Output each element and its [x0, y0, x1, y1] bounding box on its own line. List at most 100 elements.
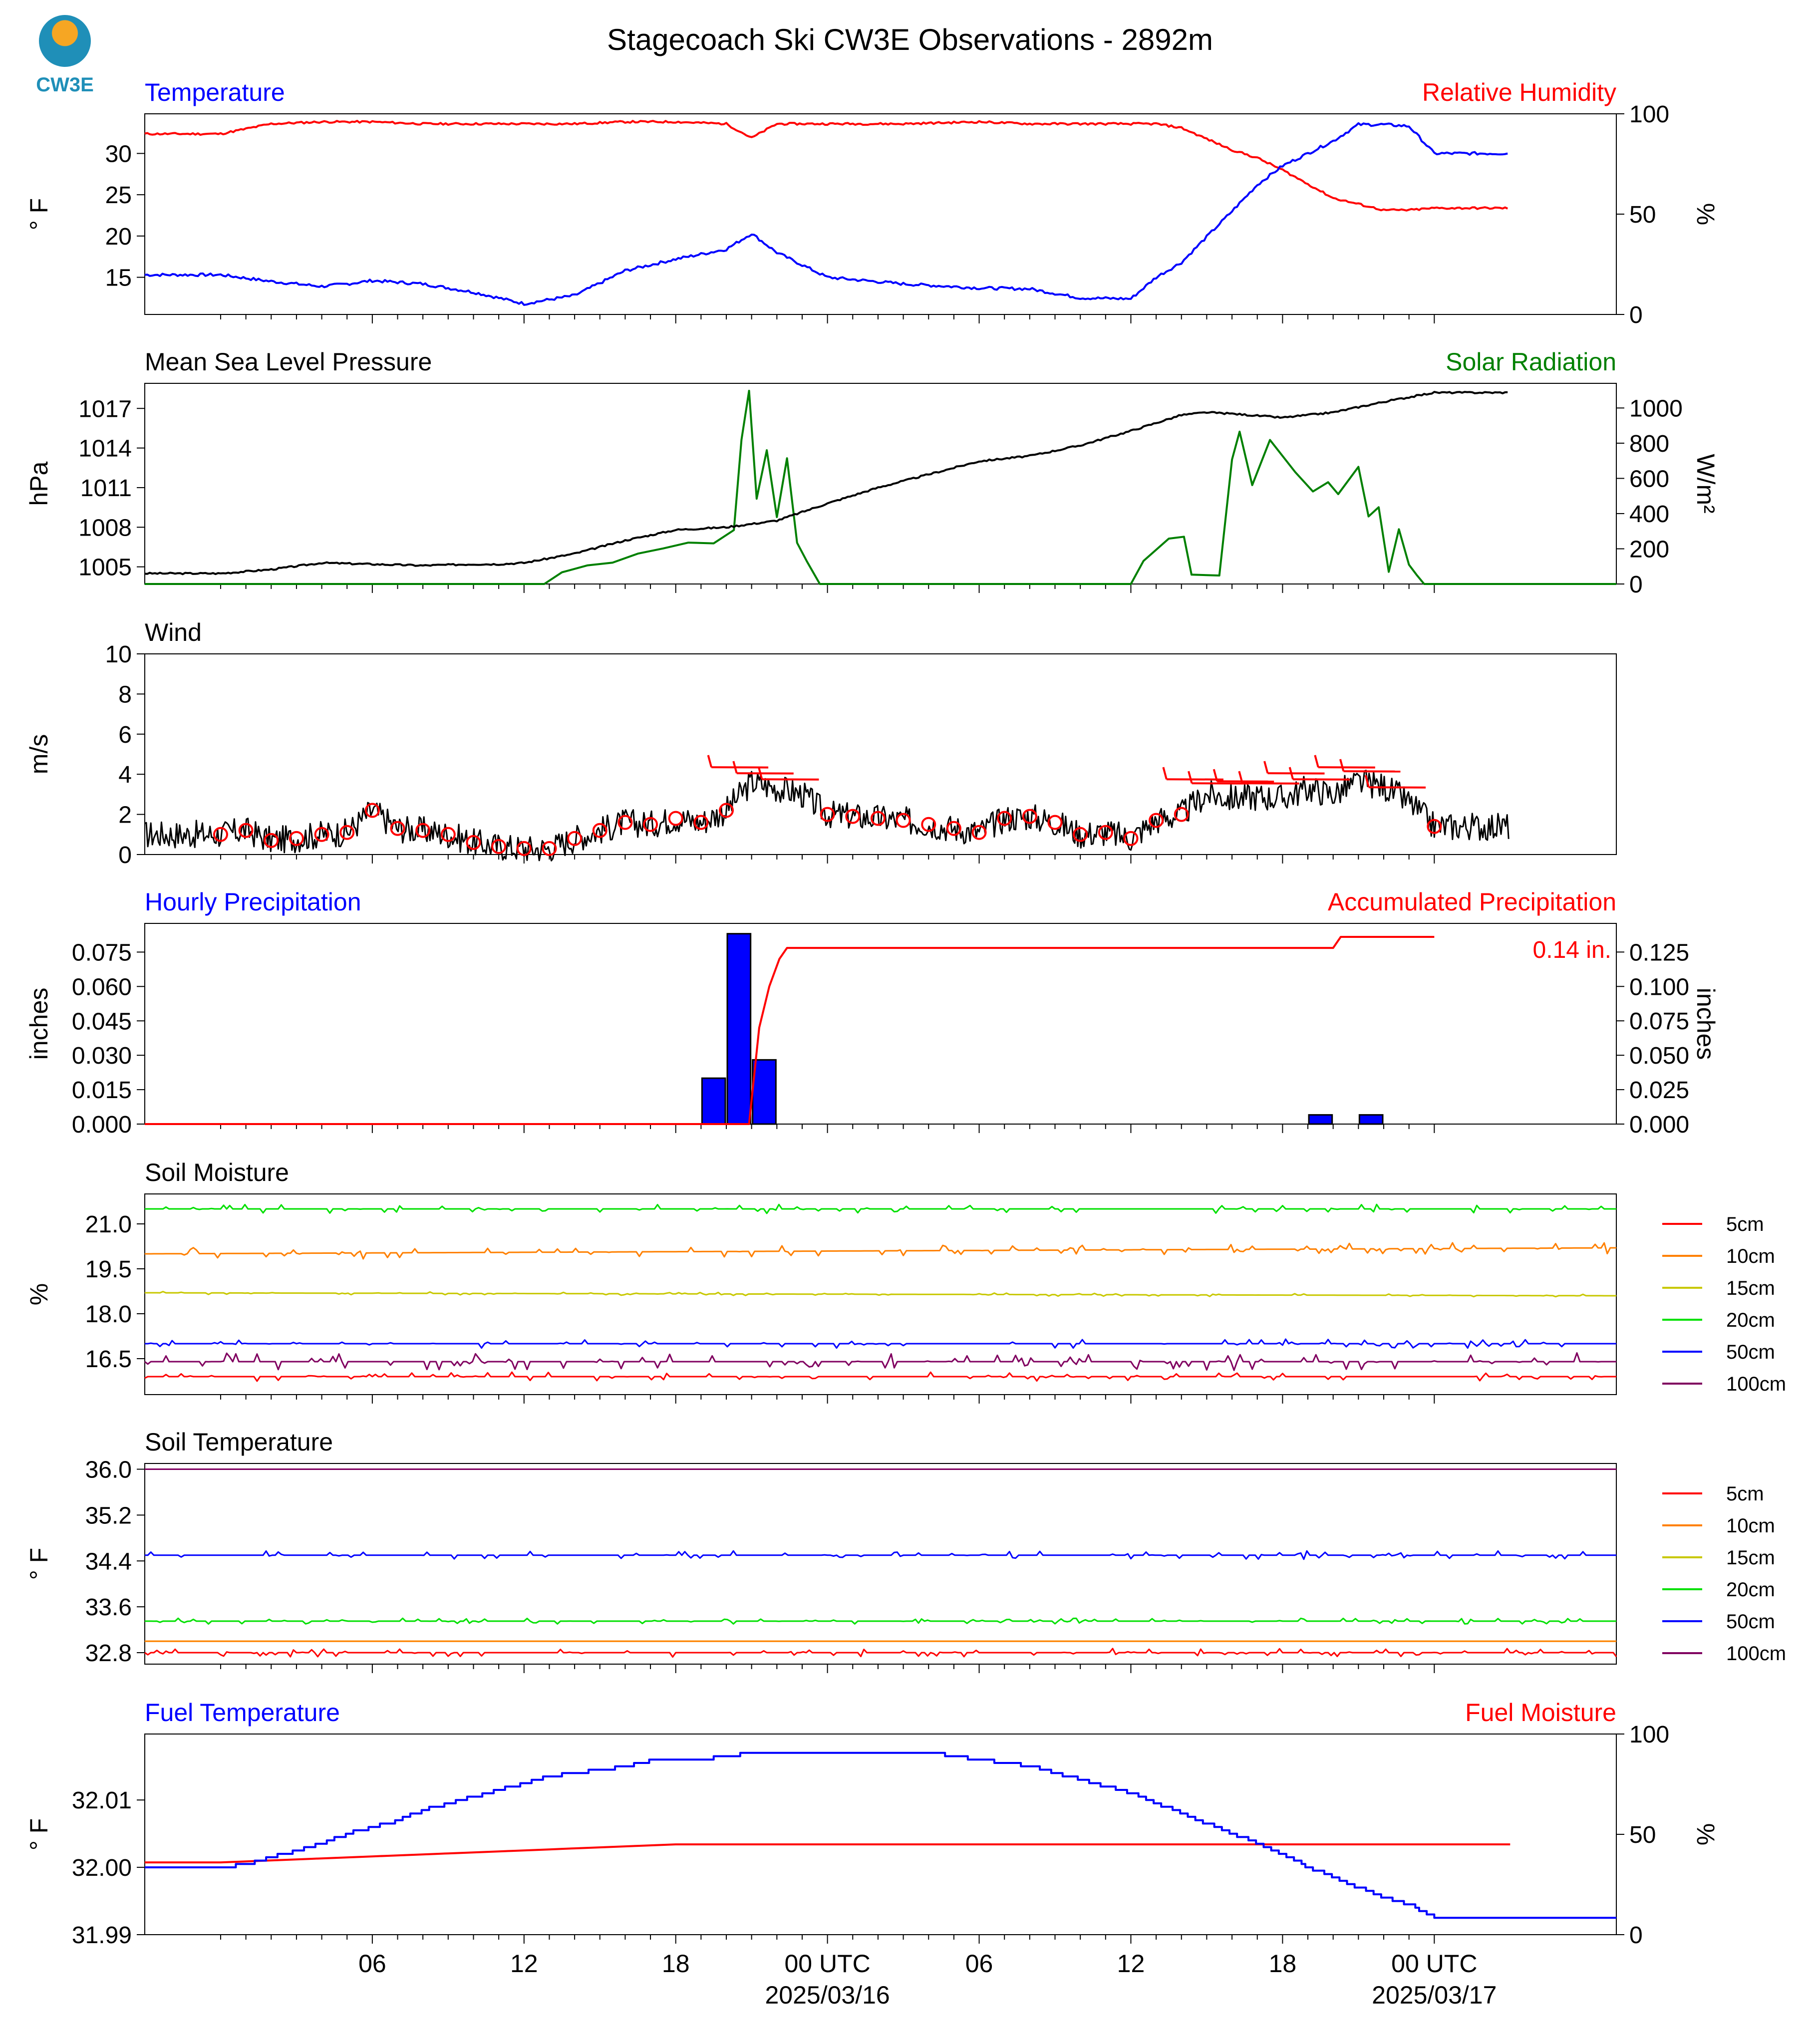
- wind-barb: [1263, 761, 1325, 775]
- panel-frame: [144, 113, 1617, 315]
- wind-barb-flag: [1364, 775, 1370, 788]
- wind-barb: [1427, 819, 1442, 834]
- legend-label: 100cm: [1726, 1373, 1786, 1395]
- wind-barb: [719, 803, 734, 818]
- wind-barb: [1047, 815, 1063, 830]
- x-tick-label: 12: [1117, 1950, 1145, 1978]
- wind-barb: [1162, 767, 1223, 781]
- y-axis-label: ° F: [25, 198, 53, 230]
- x-tick-label: 12: [510, 1950, 538, 1978]
- wind-barb-flag: [1314, 755, 1319, 768]
- chart-title: Stagecoach Ski CW3E Observations - 2892m: [607, 23, 1213, 56]
- wind-barb: [668, 811, 683, 826]
- panel-title-left: Hourly Precipitation: [145, 888, 361, 916]
- y-tick-label-right: 50: [1629, 202, 1656, 228]
- y-tick-label: 8: [118, 681, 132, 708]
- y-tick-label: 19.5: [85, 1256, 132, 1283]
- wind-barb: [567, 831, 583, 846]
- wind-barb: [1073, 827, 1088, 842]
- y-tick-label: 1011: [80, 475, 132, 502]
- legend-label: 50cm: [1726, 1611, 1775, 1633]
- y-tick-label: 0.000: [72, 1112, 132, 1138]
- y-axis-label-right: %: [1692, 203, 1720, 225]
- wind-barb: [946, 821, 961, 836]
- y-axis-label-right: inches: [1692, 988, 1720, 1060]
- panel-frame: [144, 1734, 1617, 1935]
- wind-barb: [921, 817, 936, 832]
- wind-barb: [1339, 759, 1401, 773]
- y-tick-label: 32.01: [72, 1787, 132, 1814]
- y-tick-label: 6: [118, 722, 132, 748]
- x-tick-label: 18: [1269, 1950, 1297, 1978]
- wind-barb: [820, 807, 835, 822]
- y-tick-label: 35.2: [85, 1502, 132, 1529]
- panel-frame: [144, 923, 1617, 1125]
- y-tick-label-right: 1000: [1629, 395, 1683, 422]
- y-tick-label-right: 0: [1629, 1922, 1643, 1949]
- wind-barb: [314, 827, 329, 842]
- wind-barb-shaft: [1192, 782, 1249, 785]
- precip-bar: [752, 1059, 777, 1125]
- y-tick-label-right: 600: [1629, 466, 1669, 492]
- y-tick-label-right: 0: [1629, 302, 1643, 328]
- y-tick-label-right: 0.125: [1629, 939, 1689, 966]
- y-axis-label: %: [25, 1283, 53, 1305]
- wind-barb-flag: [1162, 767, 1168, 780]
- wind-barb-shaft: [1217, 780, 1274, 783]
- wind-barb: [592, 823, 607, 838]
- y-tick-label: 1008: [78, 515, 132, 541]
- wind-barb: [516, 841, 532, 856]
- wind-barb: [390, 821, 405, 836]
- wind-barb: [693, 815, 709, 830]
- y-tick-label: 15: [105, 265, 132, 291]
- panel-title-left: Wind: [145, 618, 202, 646]
- series-wind-speed: [144, 770, 1510, 862]
- wind-barb-shaft: [1166, 778, 1223, 781]
- y-tick-label: 1005: [78, 555, 132, 581]
- series-soil-50cm: [145, 1338, 1616, 1349]
- wind-barb: [971, 825, 987, 840]
- series-soil-5cm: [144, 1371, 1616, 1382]
- panel-title-left: Temperature: [145, 78, 285, 106]
- wind-barb: [870, 811, 886, 826]
- legend-label: 15cm: [1726, 1277, 1775, 1299]
- wind-barb-shaft: [736, 772, 794, 775]
- panel-title-left: Soil Moisture: [145, 1159, 289, 1186]
- wind-barb: [1149, 813, 1164, 828]
- y-tick-label: 36.0: [85, 1456, 132, 1483]
- y-tick-label: 0: [118, 842, 132, 869]
- wind-barb-flag: [1238, 771, 1243, 784]
- y-tick-label-right: 0.000: [1629, 1112, 1689, 1138]
- series-soil-20cm: [145, 1203, 1616, 1214]
- y-tick-label: 0.045: [72, 1008, 132, 1035]
- y-tick-label-right: 0.050: [1629, 1043, 1689, 1069]
- series-fuel-temperature: [145, 1751, 1616, 1919]
- y-axis-label: inches: [25, 988, 53, 1060]
- wind-barb: [264, 833, 279, 848]
- series-solar-radiation: [145, 389, 1616, 585]
- precip-bar: [1308, 1114, 1333, 1125]
- wind-barb-shaft: [762, 778, 819, 781]
- series-soil-50cm: [145, 1550, 1616, 1560]
- legend-label: 100cm: [1726, 1643, 1786, 1665]
- y-tick-label: 33.6: [85, 1594, 132, 1621]
- wind-barb: [732, 761, 794, 775]
- wind-barb: [1314, 755, 1375, 769]
- panel-title-left: Fuel Temperature: [145, 1699, 340, 1727]
- y-axis-label: m/s: [25, 734, 53, 775]
- legend-label: 10cm: [1726, 1515, 1775, 1537]
- wind-barb: [1098, 825, 1113, 840]
- wind-barb: [440, 827, 456, 842]
- panel-title-right: Fuel Moisture: [1465, 1699, 1616, 1727]
- y-tick-label: 32.8: [85, 1640, 132, 1667]
- y-tick-label: 21.0: [85, 1211, 132, 1238]
- wind-barb: [617, 815, 633, 830]
- wind-barb: [1174, 807, 1189, 822]
- wind-barb: [896, 813, 911, 828]
- y-tick-label-right: 400: [1629, 501, 1669, 528]
- y-tick-label: 34.4: [85, 1548, 132, 1575]
- panel-title-right: Relative Humidity: [1422, 78, 1616, 106]
- wind-barb-shaft: [1369, 786, 1426, 789]
- panel-title-right: Accumulated Precipitation: [1328, 888, 1616, 916]
- y-tick-label: 10: [105, 641, 132, 668]
